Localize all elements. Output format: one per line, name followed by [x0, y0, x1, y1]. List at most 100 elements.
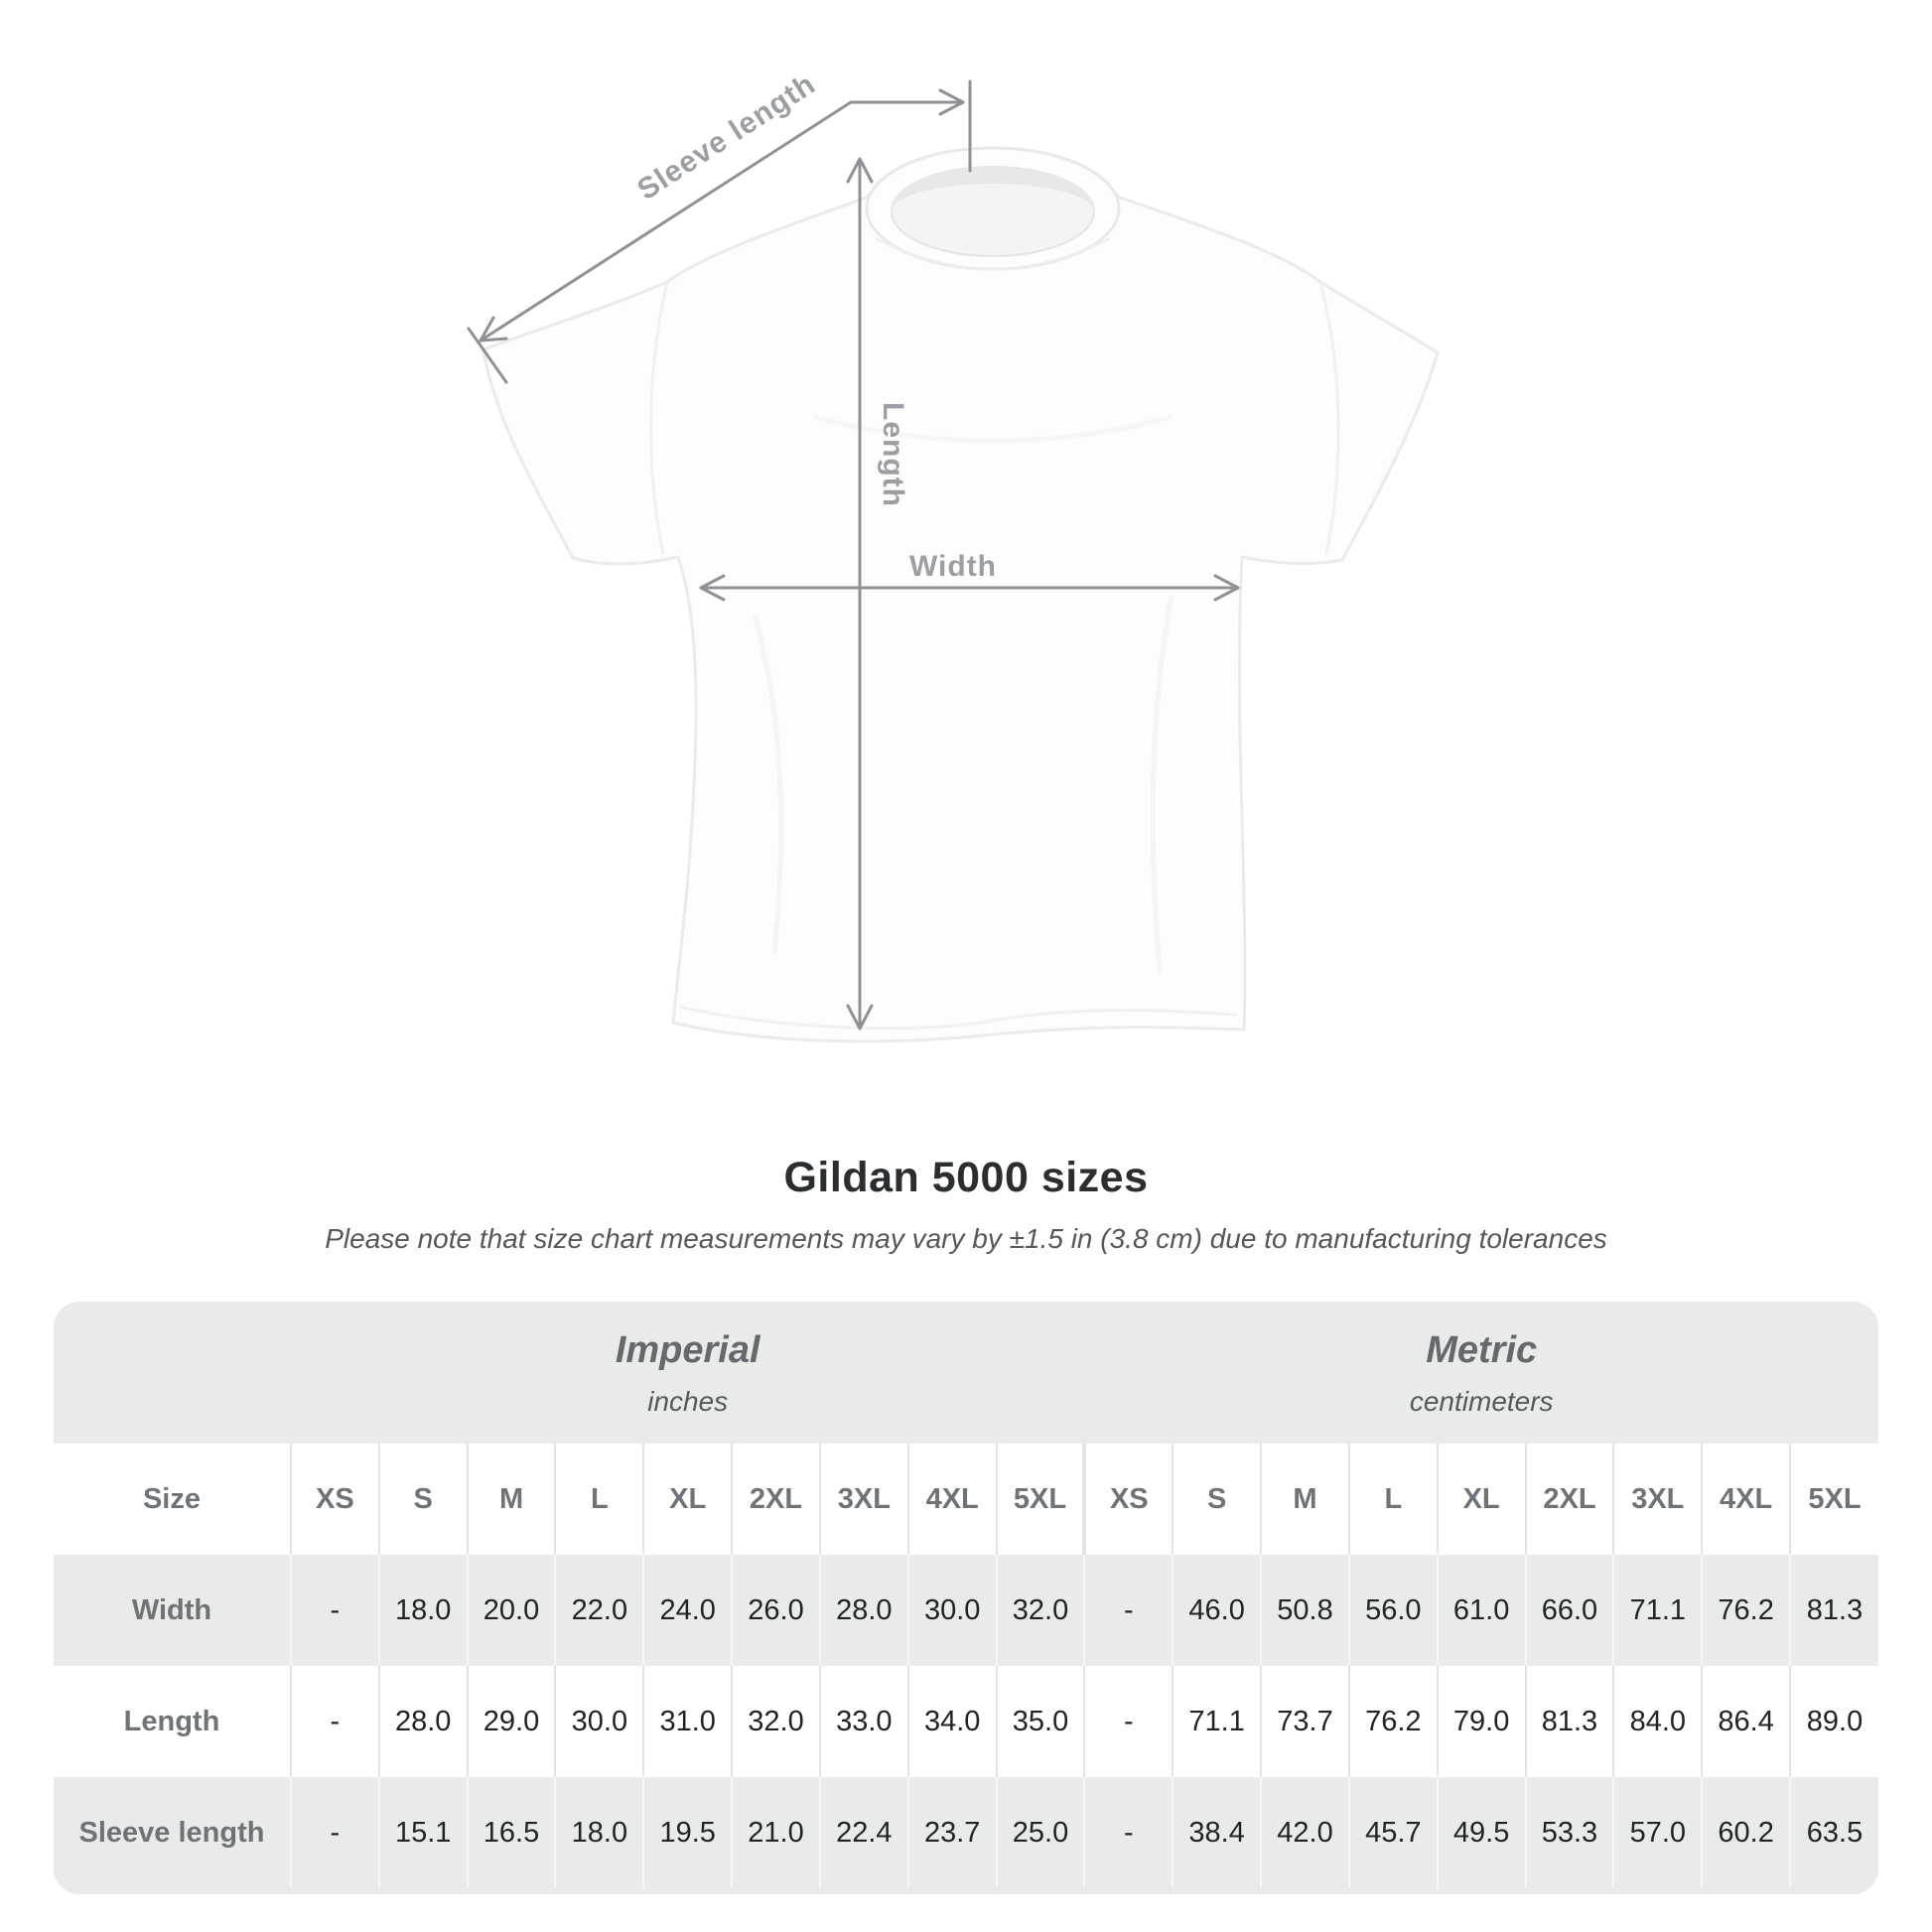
measurement-cell: 56.0	[1348, 1555, 1439, 1666]
size-column-header: 3XL	[819, 1444, 909, 1555]
measurement-cell: 28.0	[819, 1555, 909, 1666]
measurement-cell: 31.0	[643, 1666, 734, 1777]
measurement-row: Sleeve length -15.1 16.5 18.0 19.5 21.0 22.4 23…	[54, 1777, 1878, 1888]
measurement-cell: 28.0	[378, 1666, 469, 1777]
measurement-cell: 22.4	[819, 1777, 909, 1888]
measurement-cell: 29.0	[467, 1666, 557, 1777]
sleeve-length-arrowhead-left	[479, 316, 508, 343]
row-label: Width	[54, 1555, 292, 1666]
measurement-cell: 46.0	[1173, 1555, 1263, 1666]
size-column-header: XS	[290, 1444, 380, 1555]
measurement-annotations	[467, 79, 1240, 1031]
measurement-cell: 20.0	[467, 1555, 557, 1666]
tolerance-note: Please note that size chart measurements…	[325, 1223, 1607, 1254]
left-body-fold	[752, 615, 784, 954]
imperial-unit: inches	[647, 1386, 729, 1417]
measurement-cell: 19.5	[643, 1777, 734, 1888]
measurement-cell: 84.0	[1613, 1666, 1704, 1777]
measurement-cell: 23.7	[907, 1777, 998, 1888]
chest-fold	[813, 414, 1173, 444]
sleeve-length-arrow-line	[479, 100, 965, 343]
size-table: Imperial inches Metric centimeters Size X…	[54, 1302, 1878, 1894]
unit-header-row: Imperial inches Metric centimeters	[54, 1302, 1878, 1444]
measurement-cell: 32.0	[996, 1555, 1086, 1666]
measurement-cell: 42.0	[1261, 1777, 1350, 1888]
size-column-header: 5XL	[996, 1444, 1087, 1555]
size-header-row: Size XS S M L XL 2XL 3XL 4XL 5XL XS S M L XL 2XL 3XL 4XL 5…	[54, 1444, 1878, 1555]
measurement-cell: -	[290, 1555, 380, 1666]
imperial-group-header: Imperial inches	[291, 1329, 1085, 1418]
sleeve-length-label: Sleeve length	[631, 68, 821, 207]
tshirt-illustration	[482, 146, 1440, 1043]
measurements-table: Size XS S M L XL 2XL 3XL 4XL 5XL XS S M L XL 2XL 3XL 4XL 5…	[54, 1444, 1878, 1888]
measurement-cell: 15.1	[378, 1777, 469, 1888]
measurement-cell: 34.0	[907, 1666, 998, 1777]
length-arrowhead-bottom	[846, 1004, 874, 1031]
measurement-cell: 30.0	[555, 1666, 645, 1777]
measurement-cell: 32.0	[732, 1666, 821, 1777]
measurement-cell: 49.5	[1437, 1777, 1527, 1888]
row-label: Sleeve length	[54, 1777, 292, 1888]
length-arrowhead-top	[846, 157, 874, 184]
measurement-cell: 86.4	[1702, 1666, 1792, 1777]
width-label: Width	[909, 550, 997, 583]
measurement-cell: 76.2	[1348, 1666, 1439, 1777]
measurement-cell: 71.1	[1613, 1555, 1704, 1666]
measurement-cell: -	[1084, 1555, 1174, 1666]
metric-label: Metric	[1426, 1329, 1538, 1371]
measurement-cell: 24.0	[643, 1555, 734, 1666]
size-column-header: 4XL	[907, 1444, 998, 1555]
measurement-cell: -	[290, 1777, 380, 1888]
measurement-row: Width -18.0 20.0 22.0 24.0 26.0 28.0 30.0 32.0-4…	[54, 1555, 1878, 1666]
measurement-cell: 18.0	[555, 1777, 645, 1888]
measurement-cell: 71.1	[1173, 1666, 1263, 1777]
measurement-cell: 50.8	[1261, 1555, 1350, 1666]
measurement-cell: -	[1084, 1666, 1174, 1777]
size-column-header: XL	[1437, 1444, 1527, 1555]
sleeve-length-arrowhead-right	[938, 88, 965, 116]
measurement-cell: 26.0	[732, 1555, 821, 1666]
size-column-header: S	[378, 1444, 469, 1555]
size-column-header: 2XL	[732, 1444, 821, 1555]
collar-back-shadow	[892, 167, 1094, 211]
tshirt-measurement-diagram: Sleeve length Length Width	[467, 68, 1440, 1043]
hem-stitch	[678, 1005, 1238, 1031]
measurement-cell: 21.0	[732, 1777, 821, 1888]
measurement-cell: 79.0	[1437, 1666, 1527, 1777]
size-column-header: 3XL	[1613, 1444, 1704, 1555]
measurement-cell: 73.7	[1261, 1666, 1350, 1777]
measurement-cell: 61.0	[1437, 1555, 1527, 1666]
size-column-header: S	[1173, 1444, 1263, 1555]
measurement-cell: 38.4	[1173, 1777, 1263, 1888]
row-label: Length	[54, 1666, 292, 1777]
size-column-header: 2XL	[1525, 1444, 1615, 1555]
page-title: Gildan 5000 sizes	[783, 1154, 1149, 1201]
right-body-fold	[1150, 595, 1174, 974]
measurement-cell: 35.0	[996, 1666, 1086, 1777]
measurement-cell: 53.3	[1525, 1777, 1615, 1888]
measurement-cell: -	[290, 1666, 380, 1777]
measurement-cell: 66.0	[1525, 1555, 1615, 1666]
measurement-cell: 81.3	[1790, 1555, 1878, 1666]
measurement-cell: 81.3	[1525, 1666, 1615, 1777]
right-sleeve-seam	[1318, 281, 1340, 555]
size-column-header: Size	[54, 1444, 292, 1555]
collar-seam	[875, 236, 1111, 271]
size-column-header: M	[467, 1444, 557, 1555]
size-column-header: M	[1261, 1444, 1350, 1555]
measurement-cell: 45.7	[1348, 1777, 1439, 1888]
size-column-header: 4XL	[1702, 1444, 1792, 1555]
length-label: Length	[877, 402, 909, 507]
size-column-header: XS	[1084, 1444, 1174, 1555]
measurement-cell: 18.0	[378, 1555, 469, 1666]
measurement-cell: 30.0	[907, 1555, 998, 1666]
measurement-cell: 89.0	[1790, 1666, 1878, 1777]
left-sleeve-seam	[649, 281, 669, 555]
width-arrowhead-left	[699, 574, 726, 602]
metric-unit: centimeters	[1409, 1386, 1554, 1417]
measurement-cell: -	[1084, 1777, 1174, 1888]
measurement-cell: 16.5	[467, 1777, 557, 1888]
measurement-cell: 33.0	[819, 1666, 909, 1777]
measurement-cell: 76.2	[1702, 1555, 1792, 1666]
measurement-row: Length -28.0 29.0 30.0 31.0 32.0 33.0 34.0 35.0-…	[54, 1666, 1878, 1777]
